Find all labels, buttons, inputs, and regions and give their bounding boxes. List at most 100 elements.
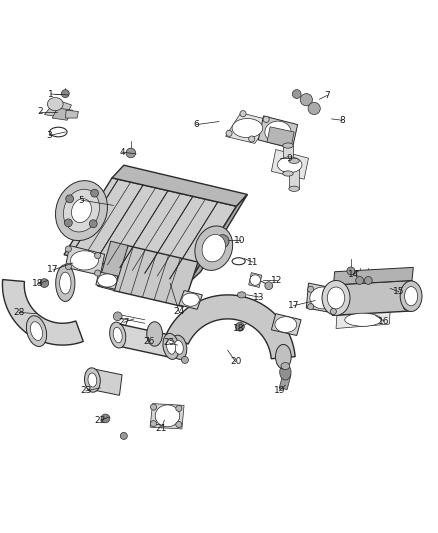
Text: 9: 9 bbox=[287, 154, 293, 163]
Ellipse shape bbox=[98, 274, 117, 287]
Polygon shape bbox=[249, 272, 262, 287]
Ellipse shape bbox=[232, 258, 245, 265]
Ellipse shape bbox=[292, 90, 301, 99]
Text: 11: 11 bbox=[247, 257, 259, 266]
Ellipse shape bbox=[289, 186, 299, 191]
Ellipse shape bbox=[283, 171, 293, 176]
Text: 24: 24 bbox=[173, 306, 184, 316]
Ellipse shape bbox=[400, 281, 422, 311]
Polygon shape bbox=[279, 373, 291, 390]
Ellipse shape bbox=[66, 195, 74, 203]
Ellipse shape bbox=[89, 220, 97, 228]
Ellipse shape bbox=[113, 327, 122, 343]
Text: 8: 8 bbox=[339, 116, 345, 125]
Ellipse shape bbox=[40, 279, 49, 287]
Ellipse shape bbox=[171, 335, 187, 359]
Ellipse shape bbox=[202, 235, 226, 262]
Ellipse shape bbox=[147, 322, 162, 346]
Ellipse shape bbox=[163, 334, 179, 359]
Ellipse shape bbox=[283, 143, 293, 148]
Text: 17: 17 bbox=[287, 301, 299, 310]
Ellipse shape bbox=[47, 98, 63, 111]
Ellipse shape bbox=[249, 136, 255, 142]
Ellipse shape bbox=[176, 405, 182, 411]
Ellipse shape bbox=[281, 362, 290, 369]
Ellipse shape bbox=[327, 287, 345, 309]
Polygon shape bbox=[258, 116, 297, 149]
Ellipse shape bbox=[265, 282, 273, 289]
Polygon shape bbox=[65, 110, 78, 118]
Text: 6: 6 bbox=[194, 120, 199, 129]
Text: 27: 27 bbox=[118, 318, 130, 327]
Polygon shape bbox=[179, 290, 202, 309]
Ellipse shape bbox=[276, 344, 291, 369]
Polygon shape bbox=[289, 161, 299, 189]
Polygon shape bbox=[112, 165, 247, 206]
Ellipse shape bbox=[71, 199, 92, 223]
Ellipse shape bbox=[31, 322, 42, 341]
Ellipse shape bbox=[26, 316, 46, 346]
Polygon shape bbox=[283, 146, 293, 174]
Polygon shape bbox=[218, 241, 227, 247]
Ellipse shape bbox=[236, 322, 244, 331]
Ellipse shape bbox=[95, 270, 101, 276]
Text: 18: 18 bbox=[32, 279, 43, 288]
Ellipse shape bbox=[330, 309, 336, 314]
Ellipse shape bbox=[237, 292, 246, 298]
Ellipse shape bbox=[155, 405, 180, 427]
Polygon shape bbox=[267, 127, 294, 148]
Polygon shape bbox=[92, 369, 122, 395]
Ellipse shape bbox=[195, 226, 233, 270]
Ellipse shape bbox=[65, 246, 71, 252]
Ellipse shape bbox=[56, 181, 107, 240]
Ellipse shape bbox=[307, 286, 314, 292]
Ellipse shape bbox=[334, 286, 341, 293]
Ellipse shape bbox=[216, 235, 229, 248]
Text: 4: 4 bbox=[119, 148, 125, 157]
Text: 5: 5 bbox=[78, 196, 85, 205]
Text: 25: 25 bbox=[163, 338, 174, 348]
Text: 19: 19 bbox=[273, 386, 285, 395]
Text: 21: 21 bbox=[155, 424, 167, 433]
Ellipse shape bbox=[334, 303, 341, 310]
Ellipse shape bbox=[49, 127, 67, 137]
Ellipse shape bbox=[95, 253, 101, 259]
Ellipse shape bbox=[166, 338, 176, 354]
Text: 16: 16 bbox=[378, 317, 390, 326]
Ellipse shape bbox=[232, 118, 263, 138]
Text: 14: 14 bbox=[348, 270, 359, 279]
Text: 28: 28 bbox=[13, 308, 25, 317]
Ellipse shape bbox=[289, 158, 299, 164]
Text: 12: 12 bbox=[271, 276, 283, 285]
Ellipse shape bbox=[60, 272, 71, 294]
Ellipse shape bbox=[278, 157, 302, 173]
Ellipse shape bbox=[56, 265, 75, 302]
Polygon shape bbox=[3, 280, 83, 345]
Polygon shape bbox=[98, 241, 128, 290]
Ellipse shape bbox=[322, 280, 350, 316]
Ellipse shape bbox=[113, 312, 122, 321]
Polygon shape bbox=[272, 313, 301, 335]
Polygon shape bbox=[336, 311, 390, 328]
Text: 3: 3 bbox=[47, 131, 53, 140]
Text: 17: 17 bbox=[47, 265, 59, 274]
Text: 1: 1 bbox=[48, 90, 54, 99]
Polygon shape bbox=[65, 246, 105, 275]
Ellipse shape bbox=[101, 414, 110, 423]
Ellipse shape bbox=[330, 289, 336, 296]
Ellipse shape bbox=[65, 263, 71, 270]
Polygon shape bbox=[52, 108, 73, 120]
Ellipse shape bbox=[182, 293, 199, 306]
Polygon shape bbox=[44, 100, 71, 118]
Ellipse shape bbox=[263, 116, 269, 123]
Text: 23: 23 bbox=[80, 386, 92, 395]
Text: 2: 2 bbox=[37, 107, 43, 116]
Text: 15: 15 bbox=[393, 287, 405, 296]
Ellipse shape bbox=[120, 432, 127, 439]
Polygon shape bbox=[150, 403, 184, 429]
Text: 7: 7 bbox=[325, 91, 330, 100]
Polygon shape bbox=[333, 268, 413, 285]
Ellipse shape bbox=[174, 341, 183, 354]
Ellipse shape bbox=[308, 102, 320, 115]
Polygon shape bbox=[306, 283, 339, 313]
